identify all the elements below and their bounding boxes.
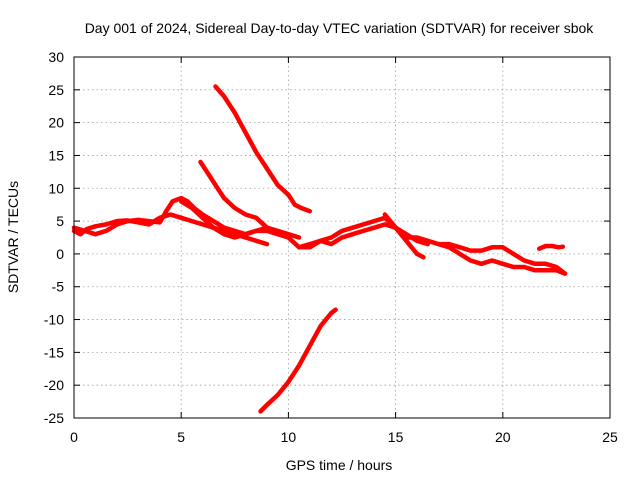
y-tick-label: -5 — [52, 279, 65, 295]
series-group — [71, 84, 568, 414]
series-arc-6 — [296, 215, 568, 276]
series-arc-7 — [382, 212, 426, 260]
x-tick-label: 15 — [388, 429, 404, 445]
y-tick-label: -10 — [44, 312, 64, 328]
plot-frame — [73, 56, 611, 419]
grid — [74, 57, 610, 418]
series-arc-10 — [258, 307, 338, 414]
x-tick-label: 10 — [281, 429, 297, 445]
y-tick-label: 30 — [48, 49, 64, 65]
y-tick-label: -15 — [44, 344, 64, 360]
x-tick-label: 5 — [177, 429, 185, 445]
series-arc-8 — [436, 241, 568, 276]
chart-title: Day 001 of 2024, Sidereal Day-to-day VTE… — [85, 20, 595, 36]
series-arc-4 — [198, 159, 270, 230]
x-axis-ticks: 0 5 10 15 20 25 — [70, 57, 618, 445]
y-tick-label: 20 — [48, 115, 64, 131]
y-tick-label: -25 — [44, 410, 64, 426]
y-axis-ticks: -25 -20 -15 -10 -5 0 5 10 15 20 25 30 — [44, 49, 610, 426]
y-tick-label: 25 — [48, 82, 64, 98]
series-arc-3 — [213, 84, 313, 214]
series-arc-9 — [536, 243, 566, 251]
series-arc-1 — [71, 212, 270, 247]
x-tick-label: 20 — [495, 429, 511, 445]
y-axis-label: SDTVAR / TECUs — [5, 181, 21, 293]
y-tick-label: 10 — [48, 180, 64, 196]
y-tick-label: 5 — [56, 213, 64, 229]
x-tick-label: 25 — [602, 429, 618, 445]
y-tick-label: 15 — [48, 147, 64, 163]
x-tick-label: 0 — [70, 429, 78, 445]
x-axis-label: GPS time / hours — [286, 457, 393, 473]
y-tick-label: 0 — [56, 246, 64, 262]
y-tick-label: -20 — [44, 377, 64, 393]
